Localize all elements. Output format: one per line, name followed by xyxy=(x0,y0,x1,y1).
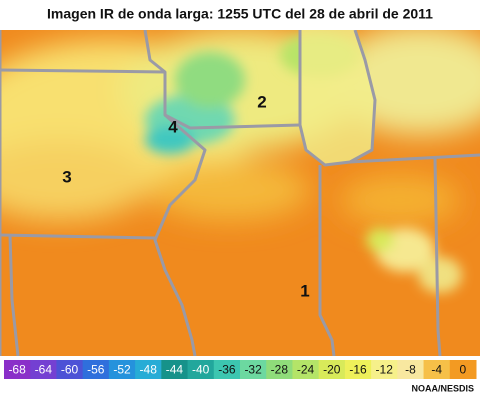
colorbar-tick-label: -28 xyxy=(271,363,289,377)
colorbar-tick-label: -12 xyxy=(376,363,394,377)
colorbar-swatch xyxy=(4,360,31,379)
colorbar-tick-label: -56 xyxy=(87,363,105,377)
colorbar: -68 -64 -60 -56 -52 -48 -44 -40 -36 -32 -28 -24 -20-… xyxy=(4,360,477,379)
colorbar-swatch xyxy=(266,360,293,379)
map-label: 1 xyxy=(300,281,309,300)
colorbar-swatch xyxy=(292,360,320,379)
colorbar-swatch xyxy=(108,360,136,379)
colorbar-swatch xyxy=(397,360,425,379)
colorbar-tick-label: -40 xyxy=(192,363,210,377)
colorbar-swatch xyxy=(213,360,241,379)
map-label: 3 xyxy=(62,167,71,186)
colorbar-tick-label: -68 xyxy=(8,363,26,377)
map-label: 4 xyxy=(168,117,178,136)
colorbar-tick-label: -4 xyxy=(431,363,442,377)
colorbar-swatch xyxy=(82,360,110,379)
colorbar-tick-label: -48 xyxy=(140,363,158,377)
colorbar-tick-label: -44 xyxy=(166,363,184,377)
title: Imagen IR de onda larga: 1255 UTC del 28… xyxy=(47,6,433,22)
colorbar-swatch xyxy=(449,360,477,379)
colorbar-tick-label: -8 xyxy=(405,363,416,377)
colorbar-swatch xyxy=(423,360,451,379)
colorbar-tick-label: -36 xyxy=(218,363,236,377)
colorbar-swatch xyxy=(371,360,398,379)
colorbar-swatch xyxy=(240,360,267,379)
colorbar-swatch xyxy=(161,360,189,379)
colorbar-swatch xyxy=(135,360,162,379)
colorbar-swatch xyxy=(344,360,372,379)
colorbar-swatch xyxy=(30,360,57,379)
colorbar-swatch xyxy=(187,360,215,379)
colorbar-tick-label: -32 xyxy=(244,363,262,377)
colorbar-swatch xyxy=(318,360,346,379)
colorbar-tick-label: -52 xyxy=(113,363,131,377)
ir-image xyxy=(0,30,480,356)
credit: NOAA/NESDIS xyxy=(411,383,474,393)
colorbar-tick-label: -16 xyxy=(349,363,367,377)
colorbar-tick-label: -20 xyxy=(323,363,341,377)
colorbar-tick-label: -24 xyxy=(297,363,315,377)
colorbar-tick-label: -60 xyxy=(61,363,79,377)
colorbar-swatch xyxy=(56,360,84,379)
colorbar-tick-label: 0 xyxy=(460,363,467,377)
map-label: 2 xyxy=(257,92,266,111)
colorbar-tick-label: -64 xyxy=(35,363,53,377)
